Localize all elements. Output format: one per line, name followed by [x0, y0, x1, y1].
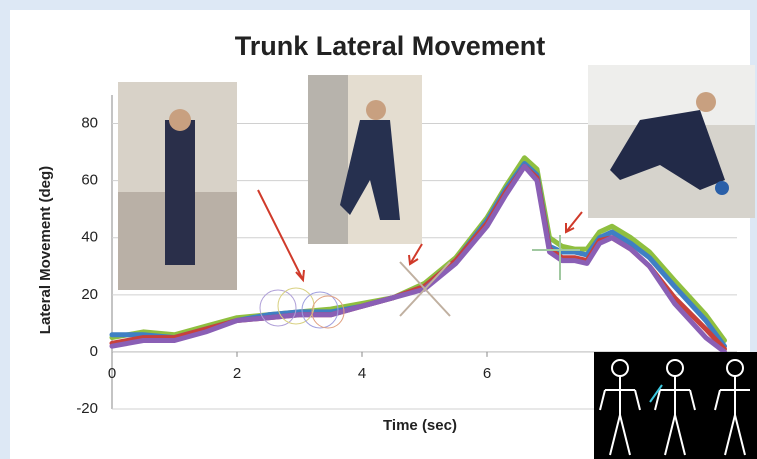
series-line: [109, 163, 727, 355]
x-tick-label: 2: [233, 365, 241, 382]
y-tick-label: 0: [90, 343, 98, 360]
y-tick-label: -20: [76, 400, 98, 417]
x-tick-label: 0: [108, 365, 116, 382]
x-tick-label: 4: [358, 365, 366, 382]
x-tick-label: 6: [483, 365, 491, 382]
chart-title: Trunk Lateral Movement: [235, 31, 546, 61]
photo: [308, 75, 422, 244]
photo: [118, 82, 237, 290]
y-tick-label: 60: [81, 172, 98, 189]
y-tick-label: 80: [81, 115, 98, 132]
stick-figures: [594, 352, 757, 459]
plot-lines: [109, 155, 727, 355]
x-axis-label: Time (sec): [383, 417, 457, 434]
y-tick-label: 20: [81, 286, 98, 303]
y-axis-label: Lateral Movement (deg): [37, 166, 54, 334]
markers: [259, 235, 580, 329]
photo: [588, 65, 755, 218]
arrows: [257, 189, 583, 283]
y-tick-label: 40: [81, 229, 98, 246]
